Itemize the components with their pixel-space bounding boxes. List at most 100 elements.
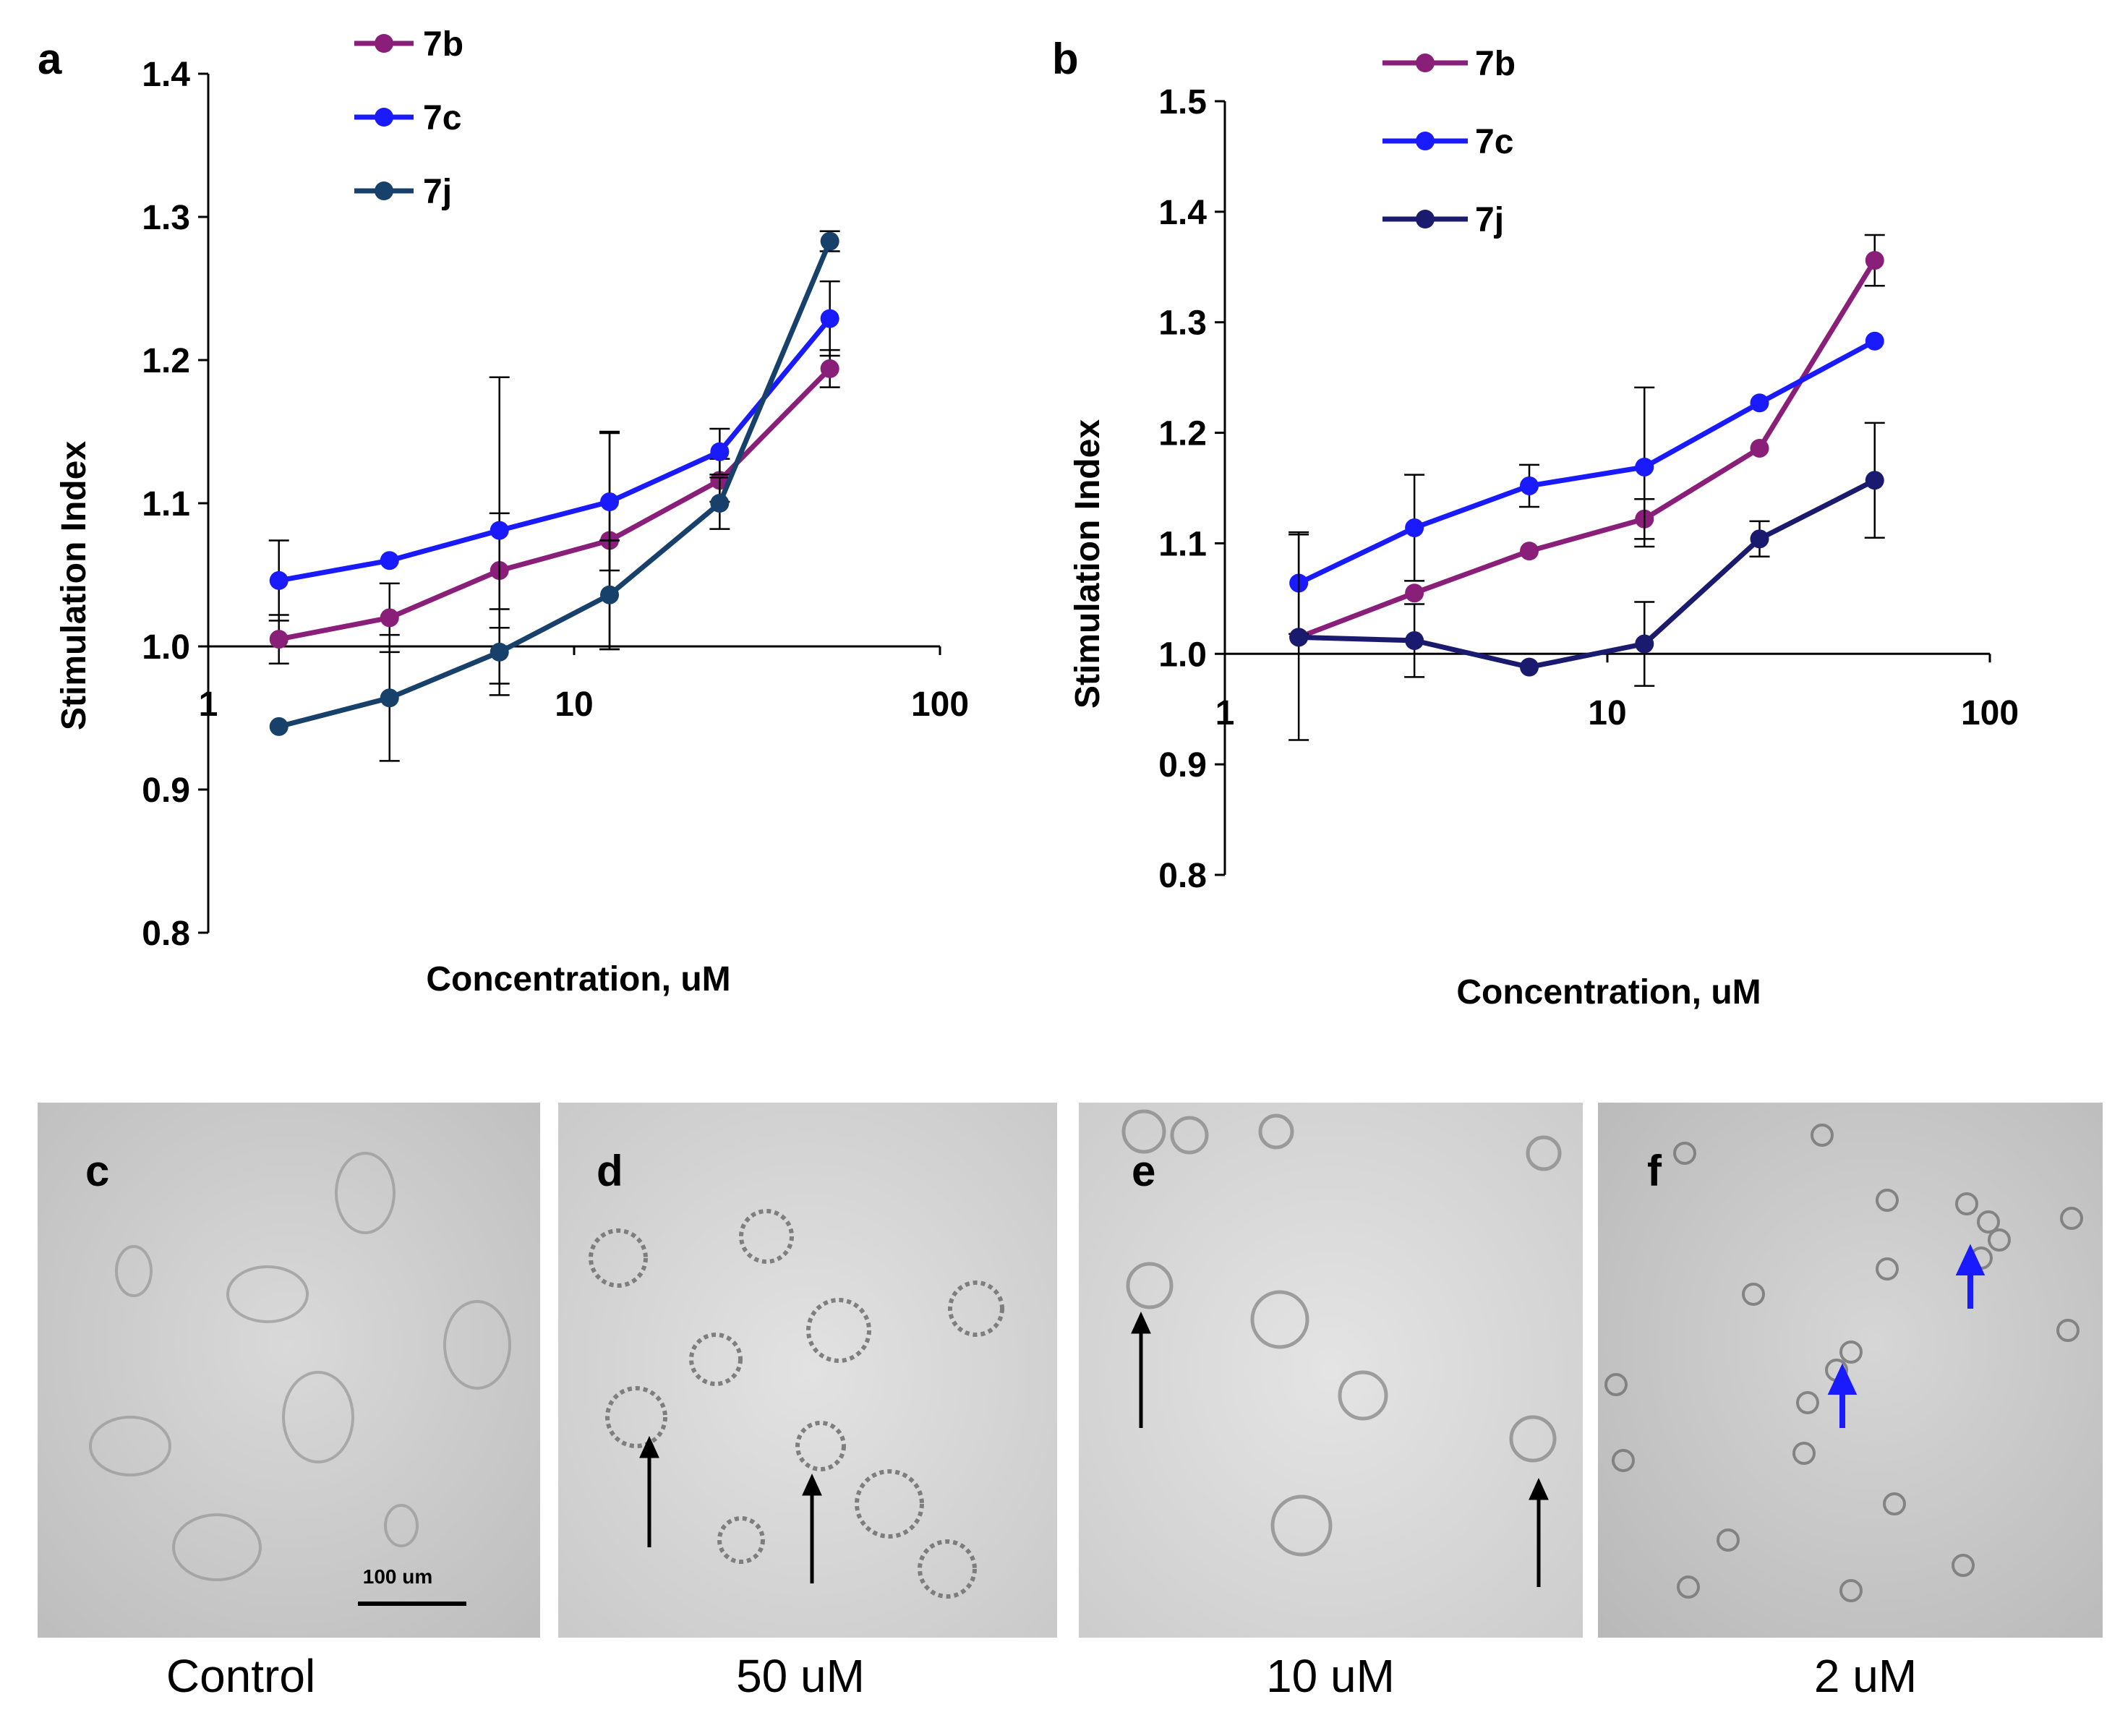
cell-outline [1742,1283,1765,1306]
data-point-7j [1865,471,1884,490]
legend-label: 7j [1475,201,1504,239]
cell-outline [1811,1124,1834,1147]
cell-outline [226,1265,309,1323]
chart-a-axes: 0.8 0.9 1.0 1.1 1.2 1.3 1.4 1 10 100 [142,56,969,953]
y-tick-label: 1.3 [142,199,190,237]
data-point-7b [269,630,288,649]
panel-letter-a: a [38,35,62,83]
legend-label: 7b [1475,45,1516,83]
data-point-7j [1289,628,1309,647]
panel-letter-b: b [1052,35,1079,83]
data-point-7b [820,359,839,378]
micrograph-c-image [38,1103,540,1638]
data-point-7j [380,688,399,708]
micrograph-c-cells [89,1152,511,1581]
data-point-7c [269,570,288,590]
x-tick-label: 1 [199,685,218,724]
cell-outline [589,1228,648,1288]
data-point-7b [380,608,399,628]
cell-outline [1988,1228,2011,1252]
legend-swatch-marker [375,108,393,127]
cell-outline [1839,1341,1863,1364]
cell-outline [1673,1142,1696,1165]
cell-outline [2056,1319,2080,1342]
caption-control: Control [166,1650,315,1702]
cell-outline [739,1209,794,1264]
legend-label: 7c [1475,123,1513,161]
y-tick-label: 0.9 [1158,746,1207,784]
cell-outline [115,1245,153,1297]
micrograph-d: d 50 uM [558,1103,1057,1702]
cell-outline [1604,1373,1628,1396]
cell-outline [1170,1116,1209,1155]
series-line-7j [278,240,832,730]
chart-a-legend: 7b 7c 7j [354,25,463,211]
series-line-7b [278,367,832,642]
legend-label: 7b [423,25,463,64]
cell-outline [335,1152,396,1234]
micrograph-d-cells [589,1209,1004,1599]
cell-outline [605,1386,667,1448]
caption-2uM: 2 uM [1814,1650,1917,1702]
data-point-7c [600,492,620,512]
chart-a-x-axis-label: Concentration, uM [426,960,730,999]
panel-letter-c: c [85,1147,109,1195]
cell-outline [717,1516,765,1564]
cell-outline [1977,1210,2000,1233]
data-point-7c [710,442,730,461]
chart-a-y-axis-label: Stimulation Index [55,441,93,730]
legend-swatch-marker [1416,210,1435,228]
cell-outline [1526,1135,1562,1171]
data-point-7j [820,231,839,251]
data-point-7c [1520,476,1539,495]
x-tick-label: 10 [1588,694,1626,732]
data-point-7j [269,717,288,736]
cell-outline [806,1298,871,1363]
data-point-7j [1405,630,1424,650]
cell-outline [918,1539,977,1599]
cell-outline [1876,1189,1899,1212]
series-7j [1288,422,1885,741]
y-tick-label: 1.0 [1158,636,1207,674]
series-7j [269,230,840,762]
y-tick-label: 0.9 [142,771,190,810]
micrograph-d-image [558,1103,1057,1638]
micrograph-f-image [1598,1103,2103,1638]
cell-outline [855,1469,924,1539]
chart-a-series [268,230,840,762]
x-tick-label: 10 [555,685,593,724]
chart-b-y-axis-label: Stimulation Index [1069,419,1107,709]
y-tick-label: 1.2 [142,342,190,380]
micrograph-f-cells [1604,1124,2083,1602]
micrograph-c: c 100 um Control [38,1103,540,1702]
data-point-7j [710,494,730,513]
cell-outline [1250,1290,1309,1349]
cell-outline [1717,1528,1740,1552]
data-point-7j [600,585,620,604]
y-tick-label: 1.1 [1158,525,1207,563]
scale-bar-label: 100 um [363,1565,433,1588]
data-point-7c [1750,393,1769,413]
y-tick-label: 0.8 [142,915,190,953]
series-line-7j [1299,478,1876,670]
cell-outline [89,1416,171,1476]
y-tick-label: 1.4 [1158,194,1207,232]
y-tick-label: 0.8 [1158,857,1207,895]
arrow-marker-blue [1827,1244,1986,1428]
cell-outline [1121,1109,1166,1154]
cell-outline [1126,1262,1174,1309]
chart-b-x-axis-label: Concentration, uM [1456,973,1761,1012]
y-tick-label: 1.5 [1158,83,1207,121]
data-point-7c [1865,331,1884,351]
data-point-7b [1865,251,1884,270]
cell-outline [1612,1449,1635,1472]
legend-swatch-marker [1416,132,1435,150]
legend-swatch-marker [375,181,393,200]
data-point-7c [1405,518,1424,538]
chart-b-axes: 0.8 0.9 1.0 1.1 1.2 1.3 1.4 1.5 1 10 100 [1158,83,2019,895]
cell-outline [1792,1442,1816,1465]
caption-10uM: 10 uM [1266,1650,1395,1702]
legend-item-7j: 7j [1382,201,1504,239]
cell-outline [1883,1492,1906,1515]
